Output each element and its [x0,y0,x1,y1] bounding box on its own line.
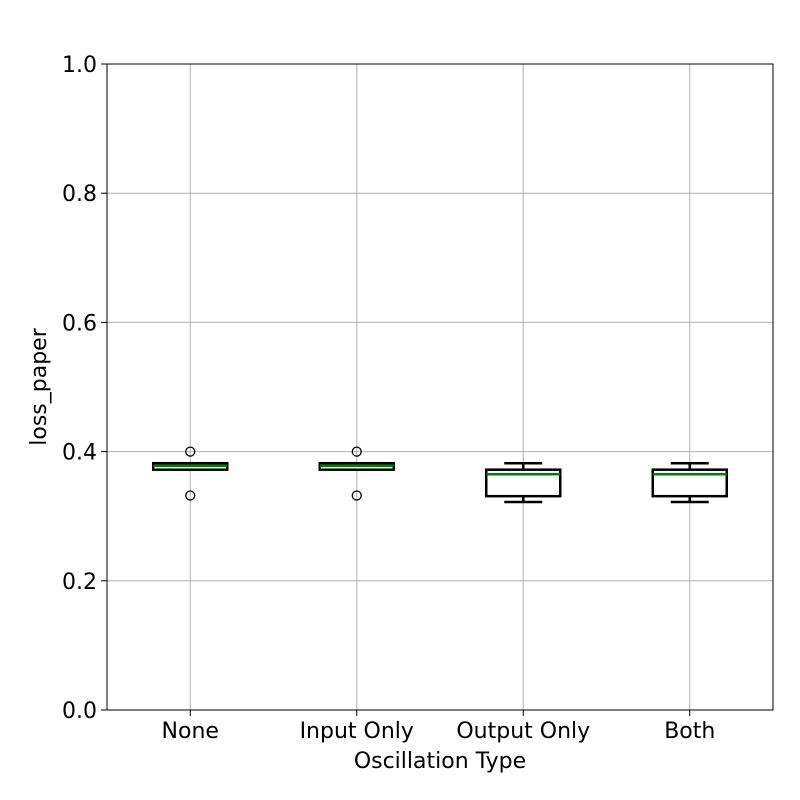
x-tick-label: None [162,719,219,744]
x-tick-label: Output Only [456,719,590,744]
y-tick-label: 0.0 [62,699,97,724]
outlier-point [185,446,196,457]
y-tick-labels: 0.0 0.2 0.4 0.6 0.8 1.0 [62,53,107,724]
y-tick-label: 0.8 [62,182,97,207]
y-tick-label: 1.0 [62,53,97,78]
outlier-point [351,490,362,501]
box-input-only [318,446,395,501]
x-tick-label: Both [664,719,715,744]
outlier-point [351,446,362,457]
y-axis-label: loss_paper [27,327,52,445]
y-tick-label: 0.6 [62,311,97,336]
box-series [152,446,728,504]
plot-frame [106,63,774,711]
box-none [152,446,229,501]
box-output-only [485,461,562,504]
outlier-point [185,490,196,501]
box-both [651,461,728,504]
x-tick-labels: None Input Only Output Only Both [162,710,715,744]
y-tick-label: 0.4 [62,441,97,466]
grid-lines [107,63,773,711]
x-tick-label: Input Only [300,719,414,744]
x-axis-label: Oscillation Type [354,749,526,774]
y-tick-label: 0.2 [62,570,97,595]
